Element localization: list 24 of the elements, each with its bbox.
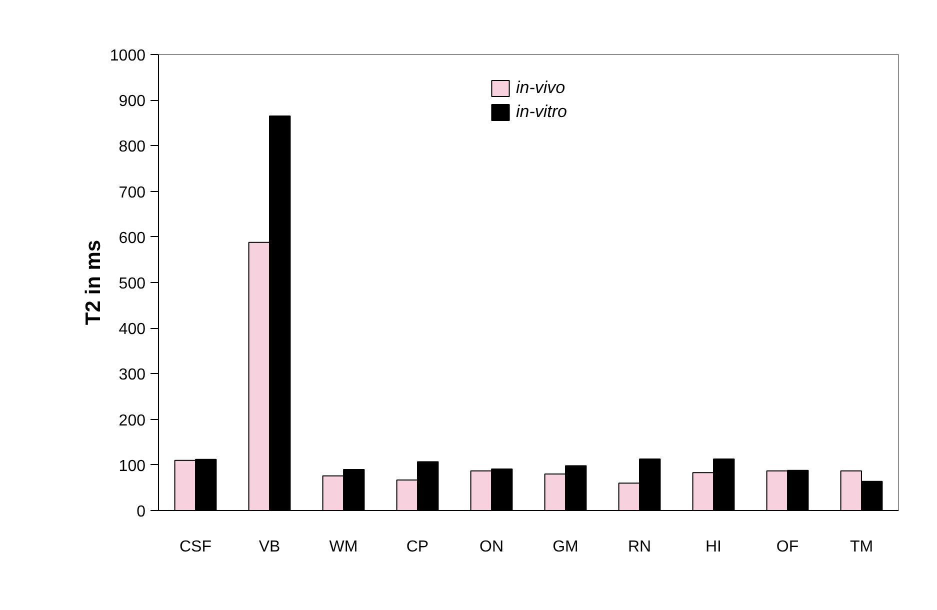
x-tick-label: HI — [706, 538, 722, 556]
y-tick-label: 800 — [118, 138, 146, 156]
legend-label: in-vivo — [516, 78, 566, 98]
legend-label: in-vitro — [516, 102, 568, 122]
y-tick-label: 700 — [118, 184, 146, 202]
x-tick-label: RN — [628, 538, 652, 556]
y-tick-label: 600 — [118, 230, 146, 247]
x-tick-label: WM — [329, 538, 358, 556]
y-tick-label: 300 — [118, 366, 146, 384]
x-tick-label: OF — [776, 538, 799, 556]
x-tick-label: CP — [406, 538, 429, 556]
x-tick-label: TM — [850, 538, 874, 556]
y-tick-label: 900 — [118, 93, 146, 110]
y-tick-label: 0 — [136, 504, 146, 520]
y-tick-label: 400 — [118, 321, 146, 338]
x-tick-label: ON — [480, 538, 504, 556]
y-axis-title: T2 in ms — [82, 240, 105, 326]
y-tick-label: 500 — [118, 276, 146, 292]
x-tick-label: GM — [552, 538, 578, 556]
y-tick-label: 200 — [118, 412, 146, 430]
y-tick-label: 100 — [118, 458, 146, 475]
x-tick-label: CSF — [180, 538, 212, 556]
x-tick-label: VB — [258, 538, 280, 556]
y-tick-label: 1000 — [110, 48, 146, 64]
